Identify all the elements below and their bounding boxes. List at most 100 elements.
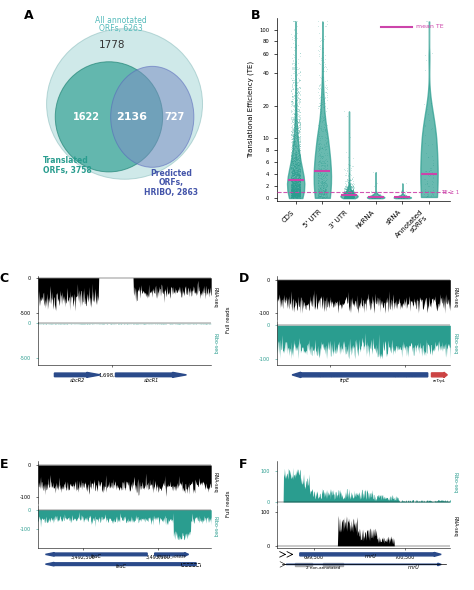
Point: [347, 191, 355, 201]
Point: [292, 154, 299, 163]
Point: [315, 145, 323, 154]
Point: [293, 64, 301, 74]
Point: [294, 83, 302, 92]
Point: [346, 192, 353, 202]
Point: [289, 165, 297, 174]
Point: [316, 158, 324, 167]
Point: [345, 192, 353, 202]
Bar: [295, 563, 312, 566]
Point: [293, 173, 301, 183]
Point: [321, 178, 328, 187]
Point: [314, 178, 321, 187]
Point: [323, 160, 330, 169]
Point: [349, 191, 357, 200]
Point: [340, 193, 348, 202]
Point: [291, 175, 298, 185]
Point: [291, 191, 298, 200]
Point: [349, 187, 356, 196]
Point: [292, 176, 299, 185]
Point: [349, 186, 356, 195]
Point: [345, 191, 352, 200]
Point: [317, 40, 324, 50]
Point: [291, 186, 298, 195]
Point: [346, 191, 354, 201]
Point: [349, 186, 357, 196]
Point: [315, 135, 322, 145]
Point: [317, 109, 324, 119]
Point: [349, 188, 356, 198]
Point: [296, 182, 304, 192]
Point: [288, 166, 296, 176]
Point: [289, 189, 296, 199]
Point: [342, 171, 350, 180]
Point: [292, 172, 300, 182]
Point: [346, 188, 353, 198]
Point: [316, 186, 324, 195]
Point: [292, 150, 299, 159]
Ellipse shape: [111, 66, 194, 168]
Point: [292, 171, 299, 181]
Point: [295, 75, 302, 84]
Point: [296, 173, 304, 183]
Point: [295, 186, 303, 196]
Point: [289, 144, 296, 153]
Point: [349, 193, 357, 202]
Point: [294, 171, 302, 180]
Point: [288, 191, 295, 200]
Point: [346, 192, 353, 202]
Point: [290, 124, 297, 133]
Point: [319, 192, 326, 201]
Point: [349, 192, 357, 202]
Point: [289, 178, 297, 187]
Point: [290, 171, 298, 180]
Point: [288, 75, 296, 84]
Point: [319, 90, 327, 99]
Point: [320, 116, 328, 125]
Point: [345, 192, 352, 202]
Point: [290, 190, 297, 199]
Point: [346, 184, 354, 194]
Point: [296, 192, 304, 201]
Point: [292, 178, 299, 188]
Point: [320, 166, 328, 175]
Point: [323, 193, 330, 202]
Point: [343, 186, 351, 196]
Point: [370, 188, 377, 197]
Point: [293, 99, 301, 108]
Text: RNA-seq: RNA-seq: [213, 287, 218, 308]
Point: [287, 150, 295, 160]
Point: [294, 188, 301, 198]
Point: [348, 186, 356, 196]
Point: [291, 142, 299, 151]
Point: [316, 72, 324, 81]
Point: [323, 187, 330, 196]
Point: [296, 133, 303, 142]
Point: [289, 185, 296, 194]
Point: [294, 183, 302, 193]
Point: [423, 191, 430, 201]
Point: [288, 175, 295, 184]
Point: [293, 192, 301, 202]
Point: [343, 191, 350, 200]
Point: [292, 192, 299, 202]
Point: [341, 182, 349, 192]
Point: [314, 175, 322, 185]
Point: [345, 179, 353, 189]
Point: [297, 91, 304, 100]
Point: [347, 190, 355, 199]
Point: [369, 194, 377, 203]
Point: [346, 179, 354, 189]
Point: [342, 192, 350, 201]
Point: [293, 21, 301, 31]
Point: [295, 186, 303, 195]
Point: [318, 189, 326, 199]
Point: [344, 191, 351, 201]
Point: [291, 175, 299, 184]
Point: [291, 155, 299, 164]
Point: [348, 188, 356, 197]
Point: [295, 155, 303, 165]
Point: [289, 188, 296, 197]
Point: [296, 175, 304, 185]
Point: [289, 150, 297, 159]
Text: leuC: leuC: [91, 553, 102, 559]
